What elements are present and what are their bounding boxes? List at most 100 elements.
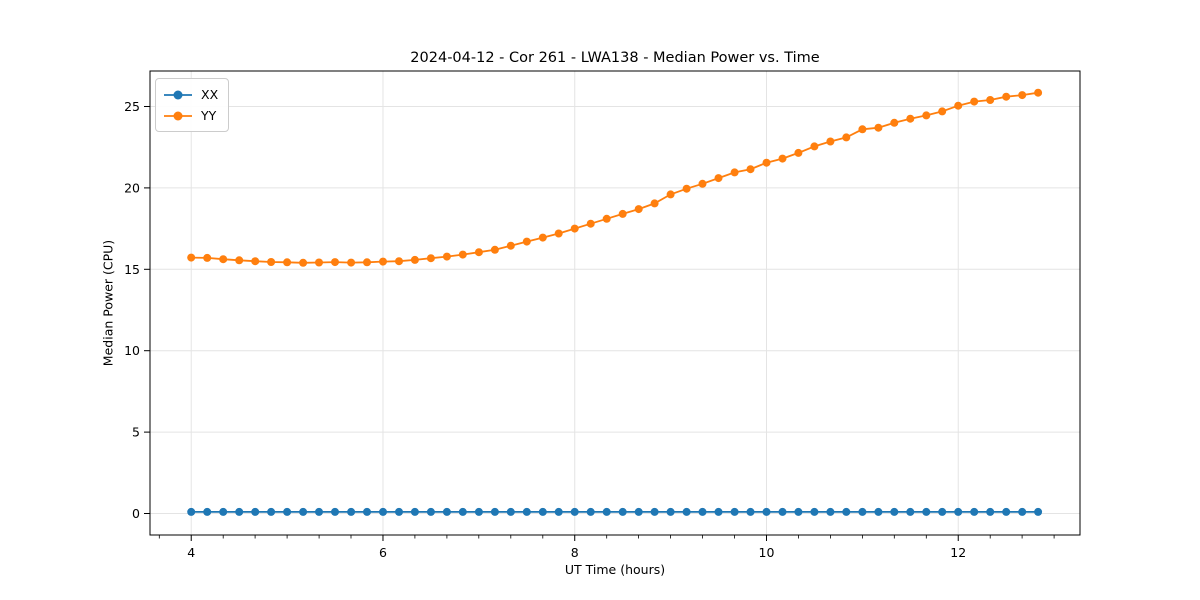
yy-series-marker [203, 253, 212, 262]
yy-series-marker [410, 255, 419, 264]
x-tick-label: 12 [950, 545, 966, 560]
xx-series-marker [203, 507, 212, 516]
yy-series-marker [554, 229, 563, 238]
yy-series-marker [746, 165, 755, 174]
xx-series-marker [522, 507, 531, 516]
yy-series-marker [235, 256, 244, 265]
xx-series-marker [251, 507, 260, 516]
yy-series-marker [1002, 92, 1011, 101]
xx-series-marker [762, 507, 771, 516]
yy-series-marker [938, 107, 947, 116]
yy-series-marker [922, 111, 931, 120]
xx-series-marker [890, 507, 899, 516]
yy-series-marker [363, 258, 371, 267]
yy-series-marker [762, 158, 771, 167]
xx-series-marker [474, 507, 483, 516]
y-tick-label: 0 [132, 506, 140, 521]
xx-series-marker [650, 507, 659, 516]
yy-series-marker [634, 205, 643, 214]
xx-series-marker [714, 507, 723, 516]
xx-series-marker [586, 507, 595, 516]
x-tick-label: 4 [187, 545, 195, 560]
yy-series-marker [602, 214, 611, 223]
xx-series-marker [1034, 507, 1043, 516]
yy-series-marker [538, 233, 547, 242]
x-tick-label: 8 [571, 545, 579, 560]
yy-series-marker [490, 245, 499, 254]
yy-series-marker [890, 118, 899, 127]
x-tick-label: 10 [759, 545, 775, 560]
y-tick-label: 5 [132, 425, 140, 440]
xx-series-marker [379, 507, 387, 516]
xx-series-marker [730, 507, 739, 516]
yy-series-marker [682, 184, 691, 193]
yy-series-marker [570, 224, 579, 233]
chart-title: 2024-04-12 - Cor 261 - LWA138 - Median P… [410, 50, 820, 66]
legend-item-yy: YY [163, 105, 218, 126]
xx-series-marker [187, 507, 196, 516]
xx-series-marker [570, 507, 579, 516]
xx-series-marker [778, 507, 787, 516]
xx-series-marker [810, 507, 819, 516]
xx-series-marker [906, 507, 915, 516]
xx-series-marker [554, 507, 563, 516]
legend-label-xx: XX [201, 87, 219, 102]
xx-series-marker [746, 507, 755, 516]
xx-series-marker [331, 507, 339, 516]
xx-series-marker [1002, 507, 1011, 516]
yy-series-marker [299, 258, 308, 267]
yy-series-marker [794, 148, 803, 157]
xx-series-marker [986, 507, 995, 516]
xx-series-marker [299, 507, 308, 516]
yy-series-marker [251, 257, 260, 266]
xx-series-marker [842, 507, 851, 516]
yy-series-marker [187, 253, 196, 262]
xx-series-marker [954, 507, 963, 516]
xx-series-marker [970, 507, 979, 516]
xx-series-marker [874, 507, 883, 516]
xx-series-marker [938, 507, 947, 516]
yy-series-marker [906, 114, 915, 123]
yy-series-marker [315, 258, 323, 267]
yy-series-marker [954, 101, 963, 110]
yy-series-marker [1018, 91, 1027, 100]
xx-series-marker [347, 507, 356, 516]
yy-series-marker [283, 258, 292, 267]
yy-series-marker [810, 142, 819, 151]
axes-border [149, 70, 1081, 536]
yy-series-marker [347, 258, 356, 267]
yy-series-marker [698, 179, 707, 188]
yy-series-marker [618, 209, 627, 218]
y-tick-label: 15 [124, 262, 140, 277]
yy-series-marker [442, 252, 451, 261]
xx-series-marker [826, 507, 835, 516]
yy-series-marker [874, 123, 883, 132]
xx-series-marker [235, 507, 244, 516]
yy-series-marker [842, 133, 851, 142]
xx-series-marker [442, 507, 451, 516]
xx-series-marker [410, 507, 419, 516]
yy-series-marker [778, 154, 787, 163]
yy-series-marker [1034, 88, 1043, 97]
xx-series-marker [602, 507, 611, 516]
xx-series-marker [698, 507, 707, 516]
xx-series-marker [506, 507, 515, 516]
yy-series-marker [267, 258, 276, 266]
xx-series-marker [267, 507, 276, 516]
xx-series-marker [922, 507, 931, 516]
yy-series-marker [970, 97, 979, 106]
yy-series-marker [714, 174, 723, 183]
yy-series-marker [730, 168, 739, 177]
yy-series-marker [858, 125, 867, 134]
xx-series-swatch [163, 89, 193, 101]
yy-series-marker [458, 250, 467, 259]
yy-series-marker [650, 199, 659, 208]
yy-series-marker [395, 257, 403, 266]
xx-series-marker [666, 507, 675, 516]
xx-series-marker [1018, 507, 1027, 516]
legend: XX YY [155, 78, 230, 132]
xx-series-marker [538, 507, 547, 516]
y-tick-label: 25 [124, 99, 140, 114]
xx-series-marker [618, 507, 627, 516]
